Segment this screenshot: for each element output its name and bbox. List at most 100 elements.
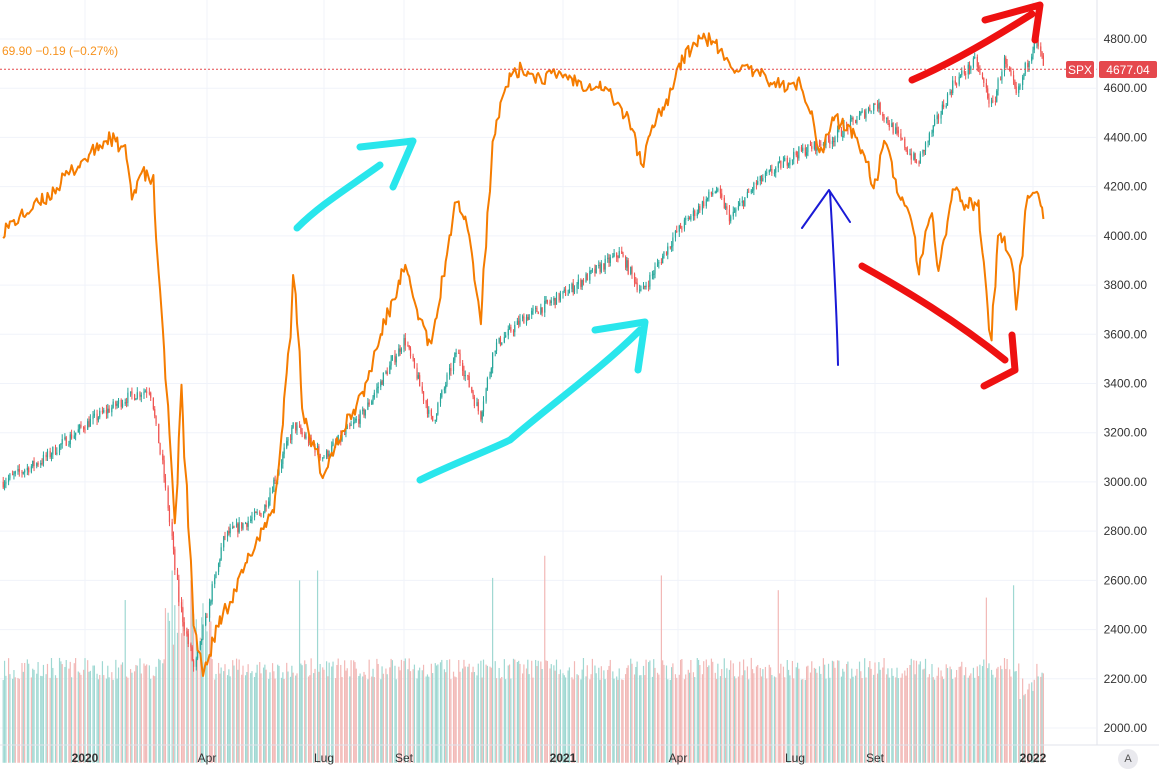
candle-body	[936, 115, 938, 120]
candle-body	[154, 409, 156, 416]
candle-body	[900, 133, 902, 139]
candle-body	[201, 638, 203, 642]
volume-bar	[521, 673, 524, 763]
candle-body	[12, 474, 14, 476]
volume-bar	[595, 673, 597, 763]
candle-body	[61, 439, 63, 444]
candle-body	[621, 251, 623, 254]
volume-bar	[13, 670, 15, 763]
candle-body	[202, 625, 204, 639]
overlay-line-path	[2, 32, 1045, 677]
volume-bar	[354, 662, 356, 763]
candle-body	[295, 422, 297, 431]
volume-bar	[818, 666, 821, 763]
candle-body	[359, 411, 361, 424]
volume-bar	[439, 662, 442, 763]
candle-body	[187, 633, 189, 644]
volume-bar	[295, 675, 297, 763]
volume-bar	[226, 675, 229, 763]
candle-body	[36, 463, 38, 467]
candle-body	[246, 523, 248, 527]
candle-body	[208, 601, 211, 618]
candle-body	[532, 308, 534, 311]
candle-body	[108, 408, 110, 413]
volume-bar	[143, 663, 145, 763]
candle-body	[755, 182, 758, 185]
volume-bar	[195, 619, 197, 763]
volume-bar	[616, 676, 618, 763]
time-axis[interactable]: 2020 Apr Lug Set 2021 Apr Lug Set 2022	[72, 751, 1047, 765]
candle-body	[888, 123, 890, 127]
candle-body	[692, 210, 695, 216]
volume-bar	[869, 661, 871, 763]
candle-body	[528, 314, 530, 320]
candle-body	[874, 103, 876, 105]
candle-body	[648, 285, 650, 287]
candle-body	[355, 419, 357, 421]
volume-bar	[586, 665, 588, 763]
candle-body	[965, 73, 967, 75]
volume-bar	[18, 678, 20, 763]
volume-bar	[224, 664, 226, 763]
candle-body	[690, 215, 692, 220]
candle-body	[450, 368, 452, 371]
candle-body	[563, 289, 565, 292]
candle-body	[585, 274, 587, 283]
price-tag-bg	[1099, 61, 1157, 78]
candle-body	[1018, 86, 1020, 94]
candle-body	[89, 419, 91, 427]
candle-body	[368, 402, 370, 405]
volume-bar	[656, 672, 659, 763]
volume-bar	[915, 660, 918, 763]
candle-body	[217, 563, 220, 572]
volume-bar	[158, 658, 160, 763]
volume-bar	[546, 660, 548, 763]
candle-body	[856, 119, 858, 124]
volume-bar	[9, 674, 11, 763]
hand-drawn-annotations	[293, 1, 1044, 484]
candle-body	[550, 300, 552, 303]
volume-bar	[622, 679, 624, 763]
volume-bar	[550, 664, 552, 763]
cyan-arrow-upper	[293, 137, 417, 232]
candle-body	[1015, 86, 1017, 94]
candle-body	[274, 479, 276, 481]
volume-bar	[895, 677, 897, 763]
candle-body	[505, 335, 507, 338]
volume-bar	[481, 677, 483, 763]
volume-bar	[79, 672, 81, 763]
volume-bar	[1006, 659, 1008, 763]
candle-body	[678, 225, 680, 232]
x-tick-label: Apr	[669, 751, 688, 765]
candle-body	[422, 391, 425, 401]
candle-body	[577, 279, 579, 285]
candle-body	[714, 191, 716, 194]
volume-bar	[24, 662, 26, 763]
candle-body	[913, 153, 915, 160]
volume-bar	[232, 660, 234, 763]
volume-bar	[961, 661, 963, 763]
volume-bar	[1010, 676, 1012, 763]
candle-body	[14, 471, 16, 474]
volume-bar	[349, 676, 351, 763]
candle-body	[617, 257, 619, 259]
auto-scale-button[interactable]: A	[1118, 749, 1138, 769]
candle-body	[564, 289, 567, 296]
volume-histogram	[2, 555, 1044, 763]
volume-bar	[851, 668, 853, 763]
volume-bar	[849, 678, 852, 763]
volume-bar	[653, 659, 655, 763]
volume-bar	[134, 671, 136, 763]
price-axis[interactable]: 2000.00 2200.00 2400.00 2600.00 2800.00 3000.…	[1104, 32, 1148, 735]
candle-body	[391, 355, 393, 361]
candle-body	[771, 169, 773, 174]
candle-body	[346, 425, 348, 430]
volume-bar	[990, 669, 993, 763]
candle-body	[631, 267, 633, 274]
candle-body	[65, 437, 67, 446]
volume-bar	[65, 660, 67, 763]
volume-bar	[545, 660, 547, 763]
cyan-arrow-lower	[416, 318, 649, 484]
candle-body	[18, 468, 20, 472]
